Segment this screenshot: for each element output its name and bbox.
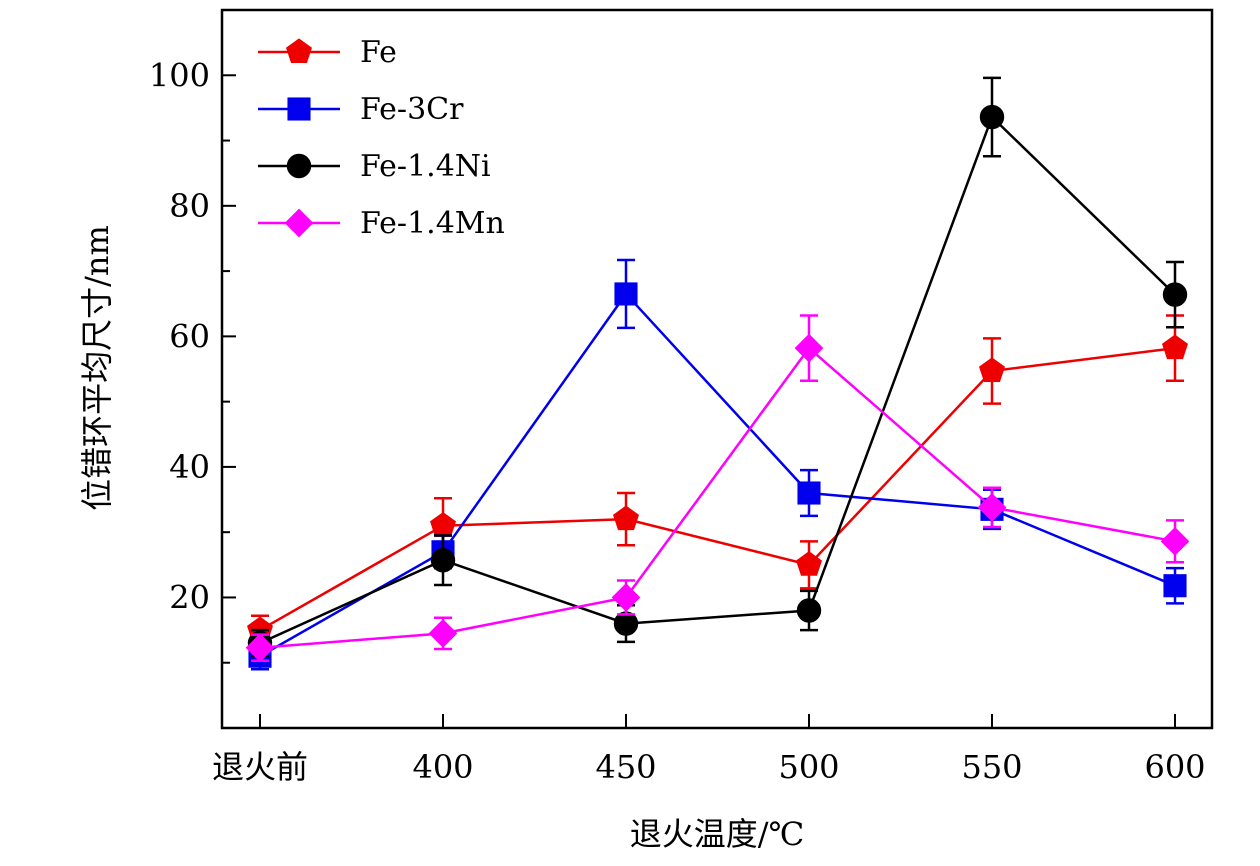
x-tick-label: 600 <box>1144 748 1205 786</box>
data-point-circle <box>796 598 822 623</box>
data-point-square <box>614 282 638 306</box>
legend-item-fe-1-4mn: Fe-1.4Mn <box>258 206 505 241</box>
plot-frame <box>220 8 1214 730</box>
x-tick-label: 400 <box>412 748 473 786</box>
legend-label: Fe-3Cr <box>360 92 464 127</box>
y-tick-label: 60 <box>169 317 210 355</box>
data-point-diamond <box>611 583 641 612</box>
legend-item-fe-1-4ni: Fe-1.4Ni <box>258 149 491 184</box>
y-axis-title: 位错环平均尺寸/nm <box>78 225 116 511</box>
legend-label: Fe-1.4Ni <box>360 149 491 184</box>
data-point-circle <box>1162 282 1188 307</box>
x-tick-label: 550 <box>961 748 1022 786</box>
data-point-diamond <box>1160 526 1190 556</box>
y-tick-label: 40 <box>169 448 210 486</box>
y-tick-label: 100 <box>149 56 210 94</box>
x-tick-label: 500 <box>778 748 839 786</box>
plot-area: 20 40 60 80 100 退火前 400 450 500 550 600 <box>149 8 1214 786</box>
data-point-pentagon <box>979 357 1005 382</box>
legend: Fe Fe-3Cr Fe-1.4Ni Fe-1.4Mn <box>258 35 505 241</box>
series-line <box>259 346 1176 649</box>
series-fe <box>247 314 1188 646</box>
x-axis-title: 退火温度/℃ <box>630 815 805 853</box>
series-fe-3cr <box>248 258 1187 671</box>
data-point-circle <box>430 548 456 573</box>
data-point-diamond <box>428 618 458 648</box>
data-point-square <box>287 97 311 121</box>
data-point-square <box>1163 574 1187 598</box>
data-point-pentagon <box>286 38 312 63</box>
data-point-pentagon <box>1162 334 1188 360</box>
legend-label: Fe <box>360 35 397 70</box>
series-fe-1-4mn <box>245 314 1190 663</box>
legend-item-fe: Fe <box>258 35 397 70</box>
x-tick-label: 450 <box>595 748 656 786</box>
x-tick-label: 退火前 <box>212 748 308 786</box>
series-line <box>259 346 1176 632</box>
data-point-pentagon <box>430 512 456 537</box>
y-tick-label: 20 <box>169 578 210 616</box>
data-point-circle <box>286 153 312 179</box>
data-point-pentagon <box>796 551 822 576</box>
data-point-square <box>797 481 821 505</box>
series-fe-1-4ni <box>247 76 1188 658</box>
data-point-pentagon <box>613 505 639 531</box>
legend-item-fe-3cr: Fe-3Cr <box>258 92 464 127</box>
data-point-diamond <box>284 208 314 238</box>
data-point-diamond <box>245 633 275 663</box>
data-point-diamond <box>794 333 824 363</box>
series-line <box>259 291 1176 658</box>
series-line <box>259 114 1176 645</box>
y-tick-label: 80 <box>169 187 210 225</box>
data-point-diamond <box>977 493 1007 522</box>
data-point-circle <box>979 104 1005 130</box>
legend-label: Fe-1.4Mn <box>360 206 505 241</box>
